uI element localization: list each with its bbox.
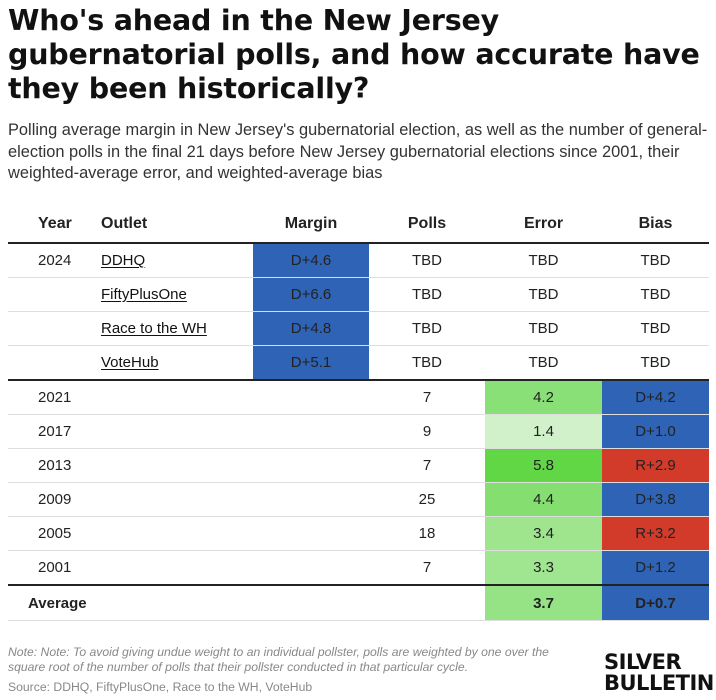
historical-row-2005: 2005 18 3.4 R+3.2	[8, 516, 709, 551]
year-cell: 2001	[8, 550, 98, 586]
brand-logo-line-1: SILVER	[604, 650, 682, 674]
historical-row-2001: 2001 7 3.3 D+1.2	[8, 550, 709, 586]
outlet-cell	[98, 516, 253, 551]
outlet-cell	[98, 448, 253, 483]
error-cell: 1.4	[485, 414, 602, 449]
year-cell	[8, 311, 98, 346]
historical-row-2013: 2013 7 5.8 R+2.9	[8, 448, 709, 483]
error-cell: 5.8	[485, 448, 602, 483]
current-row-race-to-the-wh: Race to the WH D+4.8 TBD TBD TBD	[8, 311, 709, 346]
margin-cell	[253, 448, 369, 483]
margin-cell	[253, 585, 369, 621]
column-header-bias: Bias	[638, 215, 673, 232]
error-cell: TBD	[485, 243, 602, 278]
bias-cell: D+1.2	[602, 550, 709, 586]
margin-cell	[253, 550, 369, 586]
column-header-polls: Polls	[407, 215, 447, 232]
bias-cell: D+1.0	[602, 414, 709, 449]
margin-cell	[253, 380, 369, 415]
error-cell: 4.4	[485, 482, 602, 517]
margin-cell: D+4.8	[253, 311, 369, 346]
chart-subtitle: Polling average margin in New Jersey's g…	[8, 121, 708, 182]
footnote: Note: Note: To avoid giving undue weight…	[8, 645, 549, 674]
average-bias-cell: D+0.7	[602, 585, 709, 621]
year-cell: 2024	[8, 243, 98, 278]
brand-logo-line-2: BULLETIN	[604, 671, 714, 695]
bias-cell: TBD	[602, 243, 709, 278]
error-cell: 3.3	[485, 550, 602, 586]
error-cell: TBD	[485, 345, 602, 381]
historical-row-2017: 2017 9 1.4 D+1.0	[8, 414, 709, 449]
column-header-outlet: Outlet	[101, 215, 148, 232]
polls-cell: TBD	[369, 311, 485, 346]
column-header-margin: Margin	[284, 215, 338, 232]
error-cell: 3.4	[485, 516, 602, 551]
average-row: Average 3.7 D+0.7	[8, 585, 709, 621]
margin-cell: D+6.6	[253, 277, 369, 312]
bias-cell: R+3.2	[602, 516, 709, 551]
polls-cell: TBD	[369, 277, 485, 312]
polls-cell: 7	[369, 448, 485, 483]
year-cell: 2005	[8, 516, 98, 551]
error-cell: TBD	[485, 277, 602, 312]
error-cell: TBD	[485, 311, 602, 346]
polls-cell: 7	[369, 380, 485, 415]
bias-cell: TBD	[602, 277, 709, 312]
year-cell	[8, 345, 98, 381]
polls-table: Year Outlet Margin Polls Error Bias 2024…	[8, 206, 709, 621]
outlet-cell	[98, 550, 253, 586]
bias-cell: R+2.9	[602, 448, 709, 483]
error-cell: 4.2	[485, 380, 602, 415]
outlet-cell: FiftyPlusOne	[98, 277, 253, 312]
outlet-cell: DDHQ	[98, 243, 253, 278]
outlet-cell: VoteHub	[98, 345, 253, 381]
polls-cell: 18	[369, 516, 485, 551]
outlet-cell: Race to the WH	[98, 311, 253, 346]
polls-cell: 9	[369, 414, 485, 449]
table-header-row: Year Outlet Margin Polls Error Bias	[8, 206, 709, 243]
bias-cell: TBD	[602, 345, 709, 381]
average-label: Average	[8, 585, 253, 621]
year-cell: 2013	[8, 448, 98, 483]
source-line: Source: DDHQ, FiftyPlusOne, Race to the …	[8, 680, 313, 694]
polls-cell	[369, 585, 485, 621]
polls-cell: TBD	[369, 243, 485, 278]
outlet-cell	[98, 380, 253, 415]
current-row-fiftyplusone: FiftyPlusOne D+6.6 TBD TBD TBD	[8, 277, 709, 312]
margin-cell: D+4.6	[253, 243, 369, 278]
margin-cell: D+5.1	[253, 345, 369, 381]
current-row-ddhq: 2024 DDHQ D+4.6 TBD TBD TBD	[8, 243, 709, 278]
bias-cell: D+3.8	[602, 482, 709, 517]
year-cell: 2017	[8, 414, 98, 449]
historical-row-2009: 2009 25 4.4 D+3.8	[8, 482, 709, 517]
column-header-error: Error	[523, 215, 564, 232]
chart-title: Who's ahead in the New Jersey gubernator…	[8, 4, 700, 105]
bias-cell: TBD	[602, 311, 709, 346]
margin-cell	[253, 516, 369, 551]
historical-row-2021: 2021 7 4.2 D+4.2	[8, 380, 709, 415]
year-cell: 2009	[8, 482, 98, 517]
column-header-year: Year	[38, 215, 72, 232]
outlet-link-fiftyplusone[interactable]: FiftyPlusOne	[101, 286, 187, 303]
margin-cell	[253, 482, 369, 517]
outlet-link-ddhq[interactable]: DDHQ	[101, 252, 146, 269]
outlet-cell	[98, 414, 253, 449]
year-cell: 2021	[8, 380, 98, 415]
bias-cell: D+4.2	[602, 380, 709, 415]
polls-cell: 7	[369, 550, 485, 586]
polls-cell: TBD	[369, 345, 485, 381]
polls-cell: 25	[369, 482, 485, 517]
brand-logo: SILVER BULLETIN	[604, 650, 714, 695]
outlet-link-votehub[interactable]: VoteHub	[101, 354, 159, 371]
margin-cell	[253, 414, 369, 449]
year-cell	[8, 277, 98, 312]
outlet-cell	[98, 482, 253, 517]
outlet-link-race-to-the-wh[interactable]: Race to the WH	[101, 320, 207, 337]
average-error-cell: 3.7	[485, 585, 602, 621]
current-row-votehub: VoteHub D+5.1 TBD TBD TBD	[8, 345, 709, 381]
